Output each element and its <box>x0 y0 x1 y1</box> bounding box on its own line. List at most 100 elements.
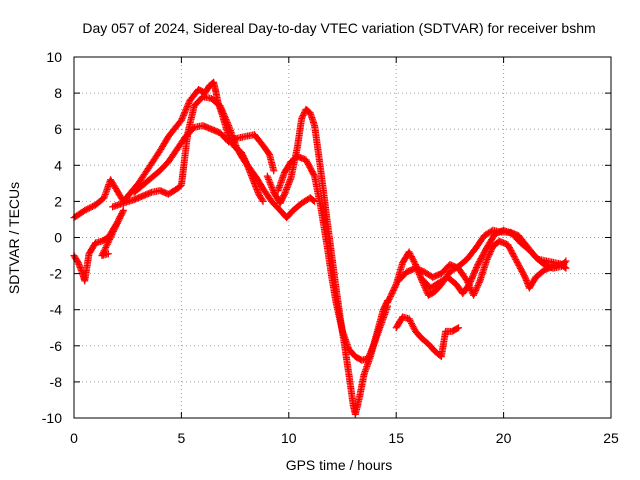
data-point <box>298 114 306 122</box>
data-point <box>178 115 186 123</box>
data-point <box>220 111 228 119</box>
data-point <box>467 277 475 285</box>
data-point <box>181 109 189 117</box>
data-point <box>483 255 491 263</box>
data-point <box>270 167 278 175</box>
data-point <box>111 224 119 232</box>
data-point <box>103 240 111 248</box>
data-point <box>409 323 417 331</box>
y-axis-label: SDTVAR / TECUs <box>6 182 22 294</box>
data-point <box>485 252 493 260</box>
data-point <box>465 280 473 288</box>
data-point <box>408 319 416 327</box>
data-point <box>468 274 476 282</box>
data-point <box>453 324 461 332</box>
data-point <box>470 270 478 278</box>
data-point <box>469 271 477 279</box>
data-point <box>106 235 114 243</box>
y-tick-label: -10 <box>42 410 62 426</box>
data-point <box>407 318 415 326</box>
data-point <box>182 105 190 113</box>
y-axis-ticks: -10 -8 -6 -4 -2 0 2 4 6 8 10 <box>42 49 611 426</box>
y-tick-label: 8 <box>54 85 62 101</box>
data-point <box>112 223 120 231</box>
data-point <box>471 268 479 276</box>
data-point <box>224 120 232 128</box>
data-point <box>391 282 399 290</box>
x-tick-label: 25 <box>603 430 619 446</box>
grid <box>74 57 611 418</box>
data-point <box>407 251 415 259</box>
data-point <box>114 218 122 226</box>
data-point <box>259 197 267 205</box>
data-point <box>560 261 568 269</box>
data-point <box>473 262 481 270</box>
data-point <box>276 199 284 207</box>
series-right-mid-b <box>394 237 570 299</box>
data-point <box>219 108 227 116</box>
data-point <box>217 105 225 113</box>
series-left-low <box>70 206 127 285</box>
data-point <box>300 110 308 118</box>
x-tick-label: 10 <box>281 430 297 446</box>
data-point <box>472 265 480 273</box>
data-point <box>109 227 117 235</box>
data-point <box>298 113 306 121</box>
data-point <box>466 279 474 287</box>
x-tick-label: 0 <box>70 430 78 446</box>
data-point <box>391 283 399 291</box>
data-point <box>470 290 478 298</box>
data-point <box>469 273 477 281</box>
data-point <box>520 272 528 280</box>
data-point <box>87 203 95 211</box>
data-point <box>113 219 121 227</box>
data-point <box>280 192 288 200</box>
data-point <box>221 114 229 122</box>
data-point <box>116 214 124 222</box>
data-point <box>389 288 397 296</box>
chart-title: Day 057 of 2024, Sidereal Day-to-day VTE… <box>82 20 595 36</box>
data-point <box>471 267 479 275</box>
data-point <box>278 196 286 204</box>
data-point <box>218 106 226 114</box>
data-point <box>487 247 495 255</box>
y-tick-label: -2 <box>50 266 63 282</box>
data-point <box>102 243 110 251</box>
data-point <box>183 104 191 112</box>
data-point <box>223 119 231 127</box>
data-point <box>105 237 113 245</box>
y-tick-label: -4 <box>50 302 63 318</box>
y-tick-label: 2 <box>54 193 62 209</box>
data-point <box>409 256 417 264</box>
data-point <box>113 221 120 229</box>
data-point <box>278 195 286 203</box>
data-point <box>219 109 227 117</box>
data-point <box>107 232 115 240</box>
data-point <box>486 249 494 257</box>
data-point <box>119 206 127 214</box>
y-tick-label: -8 <box>50 374 63 390</box>
data-point <box>386 292 394 300</box>
data-point <box>472 286 480 294</box>
data-point <box>181 107 189 115</box>
data-point <box>106 234 114 242</box>
data-point <box>299 111 307 119</box>
data-point <box>183 102 191 110</box>
data-point <box>384 297 392 305</box>
data-point <box>277 198 285 206</box>
data-point <box>406 316 414 324</box>
data-point <box>388 289 396 297</box>
data-point <box>422 286 430 294</box>
series-lower-right <box>392 313 462 361</box>
data-point <box>408 254 416 262</box>
data-point <box>562 264 570 272</box>
data-point <box>115 216 123 224</box>
data-point <box>405 315 413 323</box>
series-upper-branch-c <box>109 93 319 222</box>
data-point <box>406 250 414 258</box>
x-tick-label: 15 <box>388 430 404 446</box>
series-right-mid-c <box>418 226 568 297</box>
data-point <box>473 264 481 272</box>
data-point <box>179 113 187 121</box>
